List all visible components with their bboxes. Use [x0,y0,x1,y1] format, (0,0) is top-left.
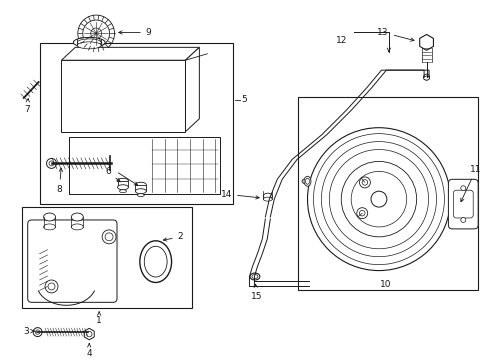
Ellipse shape [304,176,311,186]
Text: 12: 12 [336,36,347,45]
Polygon shape [420,35,434,50]
Circle shape [47,158,56,168]
Ellipse shape [263,197,272,201]
Bar [118,181,128,187]
FancyBboxPatch shape [453,190,473,218]
Circle shape [357,208,368,219]
Ellipse shape [302,179,309,184]
Ellipse shape [135,182,147,187]
Bar [135,185,147,191]
Bar [70,137,220,194]
Circle shape [308,128,450,271]
Text: 6: 6 [105,167,120,182]
Circle shape [33,328,42,337]
Ellipse shape [120,190,126,193]
Circle shape [450,194,457,201]
Text: 14: 14 [220,190,259,199]
Ellipse shape [252,275,258,279]
Ellipse shape [137,194,144,197]
Circle shape [461,186,466,191]
Ellipse shape [74,37,105,47]
Polygon shape [61,47,199,60]
Circle shape [91,28,101,39]
Ellipse shape [44,224,55,230]
Ellipse shape [306,178,310,184]
Bar [297,97,478,291]
Text: 4: 4 [86,343,92,359]
Text: 5: 5 [241,95,247,104]
Circle shape [371,191,387,207]
Ellipse shape [250,273,260,280]
Ellipse shape [423,76,430,80]
Text: 11: 11 [461,165,482,202]
Circle shape [461,217,466,222]
Ellipse shape [77,42,101,49]
Ellipse shape [140,241,171,283]
Ellipse shape [118,178,128,183]
Text: 10: 10 [380,280,392,289]
FancyBboxPatch shape [28,220,117,302]
Text: 13: 13 [377,28,414,41]
FancyBboxPatch shape [448,179,478,229]
Ellipse shape [44,213,55,221]
Text: 15: 15 [251,284,263,301]
Text: 3: 3 [23,327,34,336]
Circle shape [102,230,116,244]
Ellipse shape [263,193,272,199]
Bar [22,207,193,308]
Polygon shape [84,328,94,340]
Ellipse shape [144,246,167,277]
Circle shape [45,280,58,293]
Text: 1: 1 [96,316,102,325]
Ellipse shape [135,189,147,194]
Ellipse shape [118,185,128,190]
Polygon shape [186,47,199,132]
Ellipse shape [72,213,83,221]
Circle shape [360,177,370,188]
Bar [61,60,186,132]
Text: 7: 7 [24,99,29,114]
Text: 2: 2 [163,232,183,241]
Bar [40,43,233,204]
Text: 9: 9 [119,28,151,37]
Text: 8: 8 [56,168,63,194]
Ellipse shape [72,224,83,230]
